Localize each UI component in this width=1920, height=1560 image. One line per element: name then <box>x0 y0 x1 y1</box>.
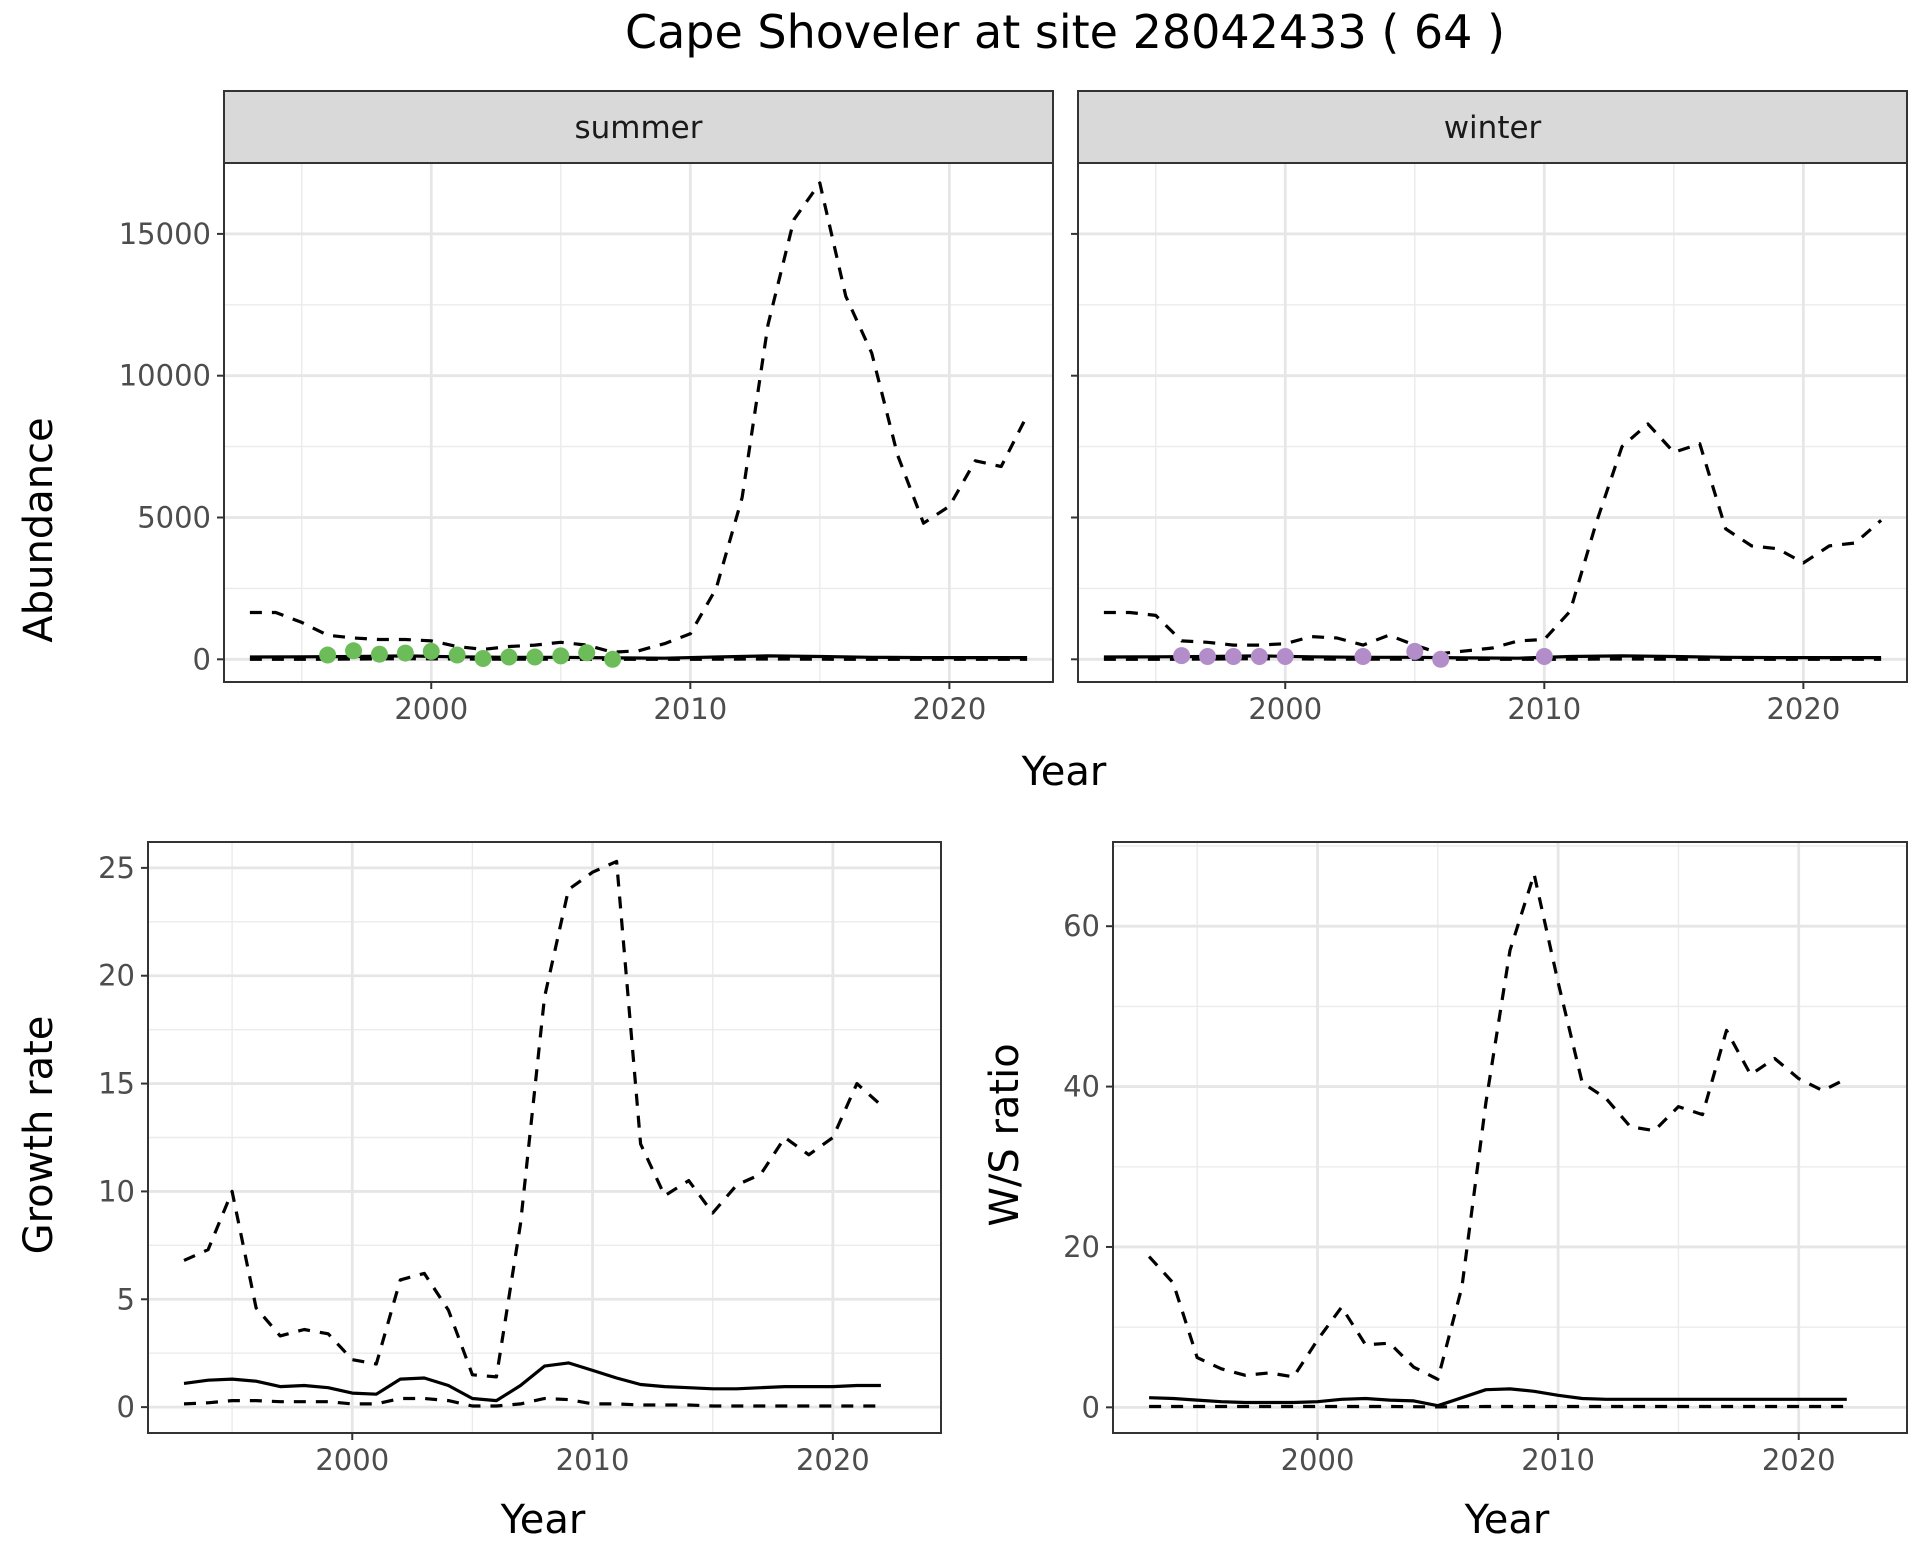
y-tick-label: 40 <box>1063 1070 1100 1104</box>
ratio-x-axis-title: Year <box>1464 1497 1550 1543</box>
x-tick-label: 2000 <box>394 692 468 726</box>
x-tick-label: 2000 <box>1281 1443 1355 1477</box>
panel-growth-rate: 2000 2010 2020 0 5 10 15 20 25 <box>98 841 942 1477</box>
y-tick-label: 10000 <box>119 359 211 393</box>
series-line-2 <box>183 1361 881 1403</box>
data-point <box>526 648 544 666</box>
data-point <box>474 649 492 667</box>
x-tick-label: 2020 <box>1762 1443 1836 1477</box>
data-point <box>1224 647 1242 665</box>
data-point <box>1250 647 1268 665</box>
y-tick-label: 20 <box>1063 1230 1100 1264</box>
x-tick-label: 2000 <box>1248 692 1322 726</box>
panel-border <box>1112 841 1908 1434</box>
data-point <box>422 642 440 660</box>
panel-winter-abundance: winter 2000 2010 2020 <box>1071 90 1908 726</box>
series-line-1 <box>249 181 1029 654</box>
y-tick-label: 5 <box>117 1282 135 1316</box>
data-point <box>1535 647 1553 665</box>
top-x-axis-title: Year <box>1021 749 1107 795</box>
plot-background <box>1113 842 1907 1433</box>
panel-summer-abundance: summer 2000 2010 2020 0 5000 10000 15000 <box>119 90 1054 726</box>
data-point <box>1173 647 1191 665</box>
data-point <box>1199 647 1217 665</box>
x-tick-label: 2020 <box>912 692 986 726</box>
series-line-2 <box>1149 1387 1847 1408</box>
y-tick-label: 0 <box>117 1390 135 1424</box>
data-point <box>396 644 414 662</box>
series-line-1 <box>1147 872 1848 1381</box>
y-tick-label: 0 <box>193 642 211 676</box>
ratio-y-axis-title: W/S ratio <box>982 1043 1028 1226</box>
x-tick-label: 2010 <box>653 692 727 726</box>
plot-background <box>1078 163 1907 682</box>
data-point <box>448 646 466 664</box>
y-tick-label: 25 <box>98 851 135 885</box>
x-tick-label: 2020 <box>796 1443 870 1477</box>
data-point <box>319 646 337 664</box>
data-point <box>500 648 518 666</box>
chart-title: Cape Shoveler at site 28042433 ( 64 ) <box>625 5 1505 59</box>
data-point <box>604 650 622 668</box>
x-tick-label: 2000 <box>315 1443 389 1477</box>
panel-border <box>147 841 942 1434</box>
panel-ws-ratio: 2000 2010 2020 0 20 40 60 <box>1063 841 1908 1477</box>
data-point <box>345 642 363 660</box>
data-point <box>1406 642 1424 660</box>
series-line-3 <box>249 657 1028 661</box>
top-y-axis-title: Abundance <box>16 417 62 642</box>
y-tick-label: 5000 <box>137 501 211 535</box>
y-tick-label: 10 <box>98 1174 135 1208</box>
data-point <box>578 644 596 662</box>
y-tick-label: 20 <box>98 959 135 993</box>
data-point <box>1354 647 1372 665</box>
series-line-3 <box>1103 657 1882 661</box>
y-tick-label: 15 <box>98 1067 135 1101</box>
facet-label: winter <box>1444 110 1542 146</box>
y-tick-label: 60 <box>1063 909 1100 943</box>
facet-strip <box>223 90 1054 164</box>
plot-background <box>224 163 1053 682</box>
facet-label: summer <box>574 110 702 146</box>
data-point <box>1432 650 1450 668</box>
x-tick-label: 2010 <box>1507 692 1581 726</box>
series-line-1 <box>183 859 882 1379</box>
x-tick-label: 2020 <box>1766 692 1840 726</box>
facet-strip <box>1077 90 1908 164</box>
growth-x-axis-title: Year <box>500 1497 586 1543</box>
data-point <box>1276 647 1294 665</box>
y-tick-label: 15000 <box>119 217 211 251</box>
series-line-1 <box>1103 422 1883 656</box>
x-tick-label: 2010 <box>1521 1443 1595 1477</box>
data-point <box>552 647 570 665</box>
growth-y-axis-title: Growth rate <box>16 1016 62 1255</box>
data-point <box>370 645 388 663</box>
x-tick-label: 2010 <box>556 1443 630 1477</box>
y-tick-label: 0 <box>1082 1390 1100 1424</box>
series-line-3 <box>183 1396 881 1408</box>
